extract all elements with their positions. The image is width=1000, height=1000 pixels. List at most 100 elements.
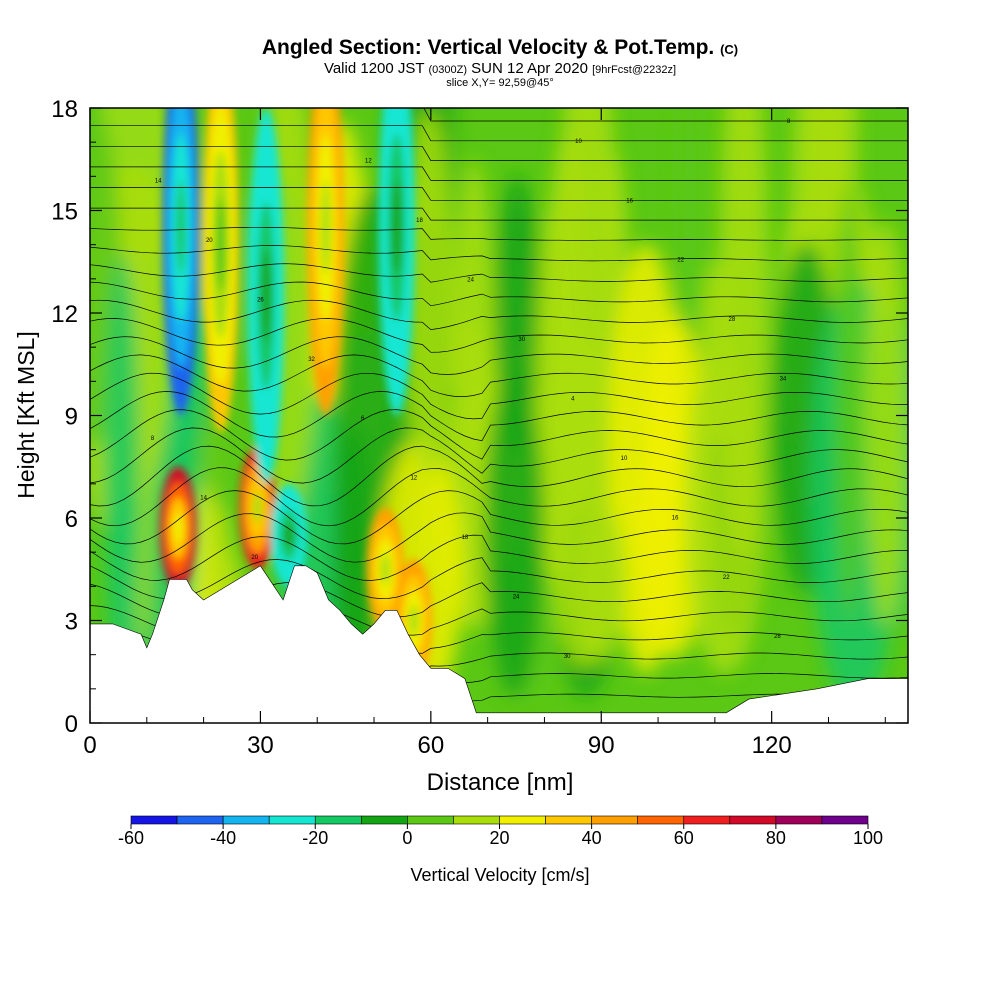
theta-contour [90, 263, 908, 283]
colorbar-segment [314, 815, 362, 825]
theta-contour [90, 409, 908, 461]
colorbar-tick-label: 0 [402, 828, 412, 848]
chart-title-block: Angled Section: Vertical Velocity & Pot.… [0, 36, 1000, 89]
velocity-band [683, 346, 767, 675]
colorbar-tick-label: 40 [582, 828, 602, 848]
theta-contour [90, 534, 908, 581]
y-tick-label: 9 [65, 404, 78, 431]
theta-contour-label: 26 [257, 297, 264, 303]
theta-contour [90, 490, 908, 545]
colorbar-segment [453, 815, 500, 825]
colorbar-segment [591, 815, 638, 825]
theta-contour-label: 30 [564, 654, 571, 660]
theta-contour-label: 12 [410, 476, 417, 482]
theta-contour [90, 372, 908, 420]
theta-contour [423, 108, 908, 122]
theta-contour [90, 445, 908, 507]
x-tick-label: 60 [417, 732, 444, 759]
theta-contour-label: 24 [467, 278, 474, 284]
theta-contour [90, 226, 908, 241]
updraft-core [380, 553, 390, 585]
downdraft-core [176, 180, 186, 275]
y-tick-label: 0 [65, 711, 78, 738]
theta-contour-label: 14 [200, 496, 207, 502]
theta-contour [90, 299, 908, 330]
forecast-info: [9hrFcst@2232z] [592, 64, 677, 76]
valid-time: Valid 1200 JST [323, 60, 425, 77]
velocity-band [864, 219, 908, 627]
colorbar-segment [729, 815, 777, 825]
updraft-core [409, 605, 419, 636]
theta-contour-label: 30 [518, 337, 525, 343]
updraft-core [216, 197, 226, 292]
theta-contour [90, 281, 908, 307]
y-tick-label: 12 [51, 301, 78, 328]
velocity-band [484, 367, 544, 698]
colorbar-tick-label: 80 [766, 828, 786, 848]
plot-area: 3432302826242220181614121086434323028262… [90, 108, 908, 723]
theta-contour-label: 10 [621, 456, 628, 462]
colorbar-segment [775, 815, 823, 825]
colorbar: -60 -40 -20 0 20 40 60 80 100 [118, 815, 883, 848]
valid-date: SUN 12 Apr 2020 [471, 60, 588, 77]
colorbar-tick-label: 20 [489, 828, 509, 848]
y-tick-label: 18 [51, 96, 78, 123]
valid-zulu: (0300Z) [428, 64, 467, 76]
theta-contour [90, 336, 908, 375]
theta-contour [90, 467, 908, 527]
colorbar-segment [222, 815, 270, 825]
x-tick-label: 0 [83, 732, 96, 759]
slice-info: slice X,Y= 92,59@45° [446, 77, 554, 89]
theta-contour-label: 18 [416, 218, 423, 224]
colorbar-segment [130, 815, 178, 825]
chart-title: Angled Section: Vertical Velocity & Pot.… [0, 36, 1000, 62]
theta-contour-label: 12 [365, 159, 372, 165]
updraft-core [173, 512, 183, 544]
y-tick-label: 3 [65, 609, 78, 636]
theta-contour-label: 16 [626, 198, 633, 204]
colorbar-segment [637, 815, 685, 825]
theta-contour-label: 32 [308, 357, 315, 363]
theta-contour [90, 512, 908, 563]
title-unit: (C) [720, 42, 739, 57]
colorbar-tick-label: 60 [674, 828, 694, 848]
y-axis-label: Height [Kft MSL] [13, 331, 39, 498]
theta-contour-label: 20 [206, 238, 213, 244]
theta-contour [90, 354, 908, 397]
x-tick-label: 90 [588, 732, 615, 759]
y-tick-label: 15 [51, 199, 78, 226]
theta-contour [90, 125, 908, 142]
axes: 0 30 60 90 120 0 3 6 9 12 15 18 [51, 96, 908, 759]
velocity-band [104, 254, 140, 698]
colorbar-segment [407, 815, 454, 825]
theta-contour-label: 20 [251, 555, 258, 561]
theta-contour-label: 28 [774, 634, 781, 640]
x-axis-label: Distance [nm] [427, 769, 574, 796]
downdraft-core [284, 522, 294, 548]
theta-contour-label: 18 [462, 535, 469, 541]
theta-contour-label: 22 [723, 575, 730, 581]
colorbar-segment [361, 815, 408, 825]
colorbar-segment [545, 815, 592, 825]
theta-contour [90, 166, 908, 181]
theta-contour [90, 391, 908, 442]
colorbar-segment [821, 815, 869, 825]
colorbar-segment [499, 815, 546, 825]
theta-contour [90, 557, 908, 600]
updraft-core [321, 180, 331, 275]
valid-time-line: Valid 1200 JST (0300Z) SUN 12 Apr 2020 [… [0, 60, 1000, 77]
colorbar-tick-label: -60 [118, 828, 144, 848]
theta-contour [90, 318, 908, 353]
colorbar-label: Vertical Velocity [cm/s] [410, 865, 589, 885]
theta-contour [90, 145, 908, 161]
theta-contour-label: 16 [672, 515, 679, 521]
theta-contour-label: 28 [729, 317, 736, 323]
theta-contour-label: 8 [151, 436, 155, 442]
theta-contour-label: 22 [677, 258, 684, 264]
colorbar-tick-label: -20 [302, 828, 328, 848]
updraft-core [253, 492, 263, 524]
colorbar-segment [683, 815, 731, 825]
x-tick-label: 30 [247, 732, 274, 759]
theta-contour [90, 245, 908, 262]
